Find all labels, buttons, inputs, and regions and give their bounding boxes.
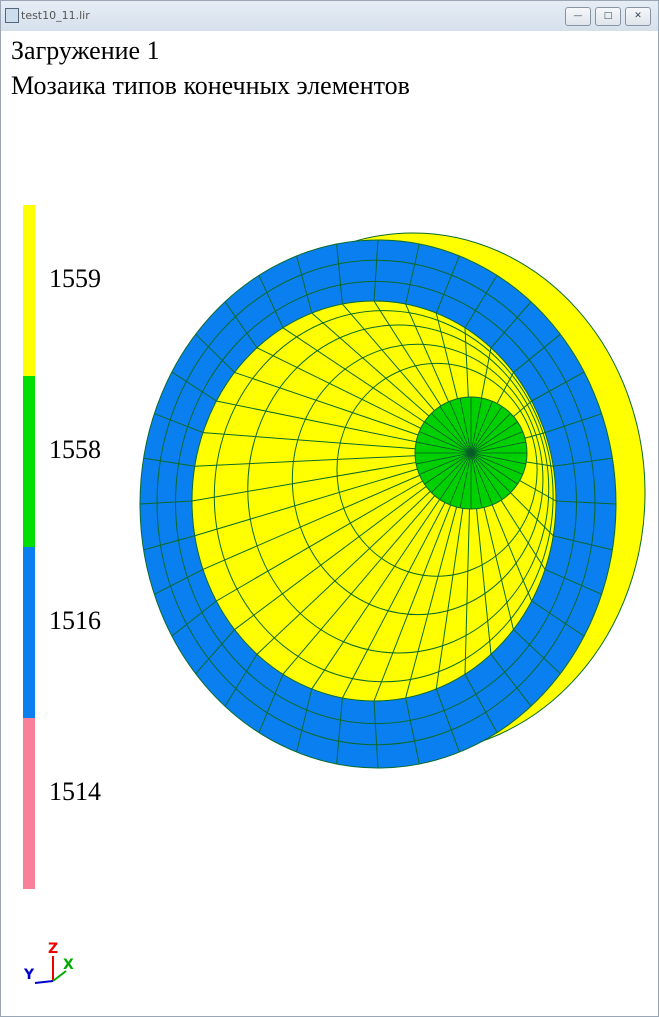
legend-swatch — [23, 718, 35, 889]
legend-label: 1516 — [49, 606, 101, 635]
viewport: 1559 1558 1516 1514 Z Y X — [1, 1, 658, 1016]
legend-swatch — [23, 205, 35, 376]
legend-label: 1558 — [49, 435, 101, 464]
y-label: Y — [23, 967, 35, 983]
legend-swatch — [23, 376, 35, 547]
legend-label: 1559 — [49, 264, 101, 293]
y-axis — [35, 981, 53, 983]
legend: 1559 1558 1516 1514 — [23, 205, 101, 889]
axis-triad: Z Y X — [23, 941, 74, 983]
disk-mesh — [415, 397, 527, 509]
legend-swatch — [23, 547, 35, 718]
z-label: Z — [48, 941, 58, 957]
model — [140, 233, 645, 768]
x-label: X — [63, 957, 74, 973]
window: test10_11.lir — □ ✕ Загружение 1 Мозаика… — [0, 0, 659, 1017]
legend-label: 1514 — [49, 777, 101, 806]
